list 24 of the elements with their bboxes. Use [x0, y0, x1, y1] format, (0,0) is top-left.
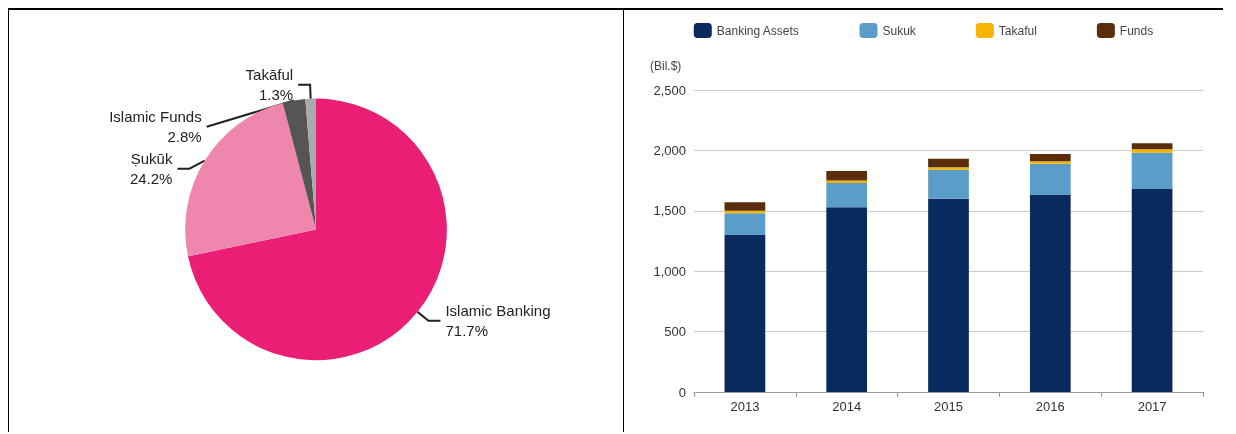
data-label: 1.3% [258, 86, 294, 104]
legend-label: Banking Assets [716, 23, 799, 38]
x-tick-label: 2014 [832, 399, 862, 414]
data-label: 2.8% [167, 128, 202, 146]
slice-label: Islamic Banking [445, 302, 551, 320]
y-tick-label: 500 [664, 324, 686, 340]
x-tick-label: 2013 [730, 399, 760, 414]
y-axis-title: (Bil.$) [650, 59, 682, 73]
y-tick-label: 0 [678, 384, 686, 400]
y-tick-label: 2,000 [653, 142, 686, 158]
legend-label: Funds [1119, 23, 1154, 38]
x-tick-label: 2017 [1137, 399, 1167, 414]
x-tick-label: 2016 [1035, 399, 1065, 414]
legend-label: Sukuk [882, 23, 917, 38]
data-label: 71.7% [445, 322, 488, 340]
legend-label: Takaful [998, 23, 1037, 38]
y-tick-label: 1,500 [653, 203, 686, 219]
slice-label: Takāful [245, 66, 294, 84]
slice-label: Ṣukūk [130, 150, 173, 168]
x-tick-label: 2015 [934, 399, 963, 414]
slice-label: Islamic Funds [109, 108, 202, 126]
y-tick-label: 1,000 [653, 263, 686, 279]
y-tick-label: 2,500 [653, 82, 686, 98]
data-label: 24.2% [129, 170, 173, 188]
